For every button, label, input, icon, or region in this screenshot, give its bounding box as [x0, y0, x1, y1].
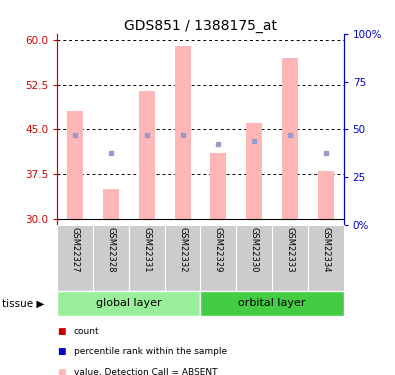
Text: global layer: global layer [96, 298, 162, 308]
Text: GSM22334: GSM22334 [321, 227, 330, 273]
Bar [308, 225, 344, 291]
Text: tissue ▶: tissue ▶ [2, 298, 44, 308]
Text: GSM22330: GSM22330 [250, 227, 259, 273]
Bar [129, 225, 165, 291]
Text: GSM22328: GSM22328 [107, 227, 115, 273]
Bar [201, 291, 344, 316]
Text: orbital layer: orbital layer [238, 298, 306, 308]
Text: value, Detection Call = ABSENT: value, Detection Call = ABSENT [74, 368, 217, 375]
Title: GDS851 / 1388175_at: GDS851 / 1388175_at [124, 19, 277, 33]
Bar [57, 291, 201, 316]
Text: ■: ■ [57, 327, 66, 336]
Bar [236, 225, 272, 291]
Bar [57, 225, 93, 291]
Text: percentile rank within the sample: percentile rank within the sample [74, 347, 227, 356]
Bar [201, 225, 236, 291]
Text: ■: ■ [57, 368, 66, 375]
Text: GSM22332: GSM22332 [178, 227, 187, 273]
Bar [175, 46, 191, 219]
Bar [318, 171, 334, 219]
Bar [67, 111, 83, 219]
Bar [272, 225, 308, 291]
Text: GSM22329: GSM22329 [214, 227, 223, 272]
Bar [139, 90, 155, 219]
Text: count: count [74, 327, 100, 336]
Text: GSM22327: GSM22327 [71, 227, 80, 273]
Bar [93, 225, 129, 291]
Text: GSM22331: GSM22331 [142, 227, 151, 273]
Bar [103, 189, 119, 219]
Text: ■: ■ [57, 347, 66, 356]
Bar [165, 225, 201, 291]
Bar [210, 153, 226, 219]
Bar [282, 58, 298, 219]
Text: GSM22333: GSM22333 [286, 227, 294, 273]
Bar [246, 123, 262, 219]
